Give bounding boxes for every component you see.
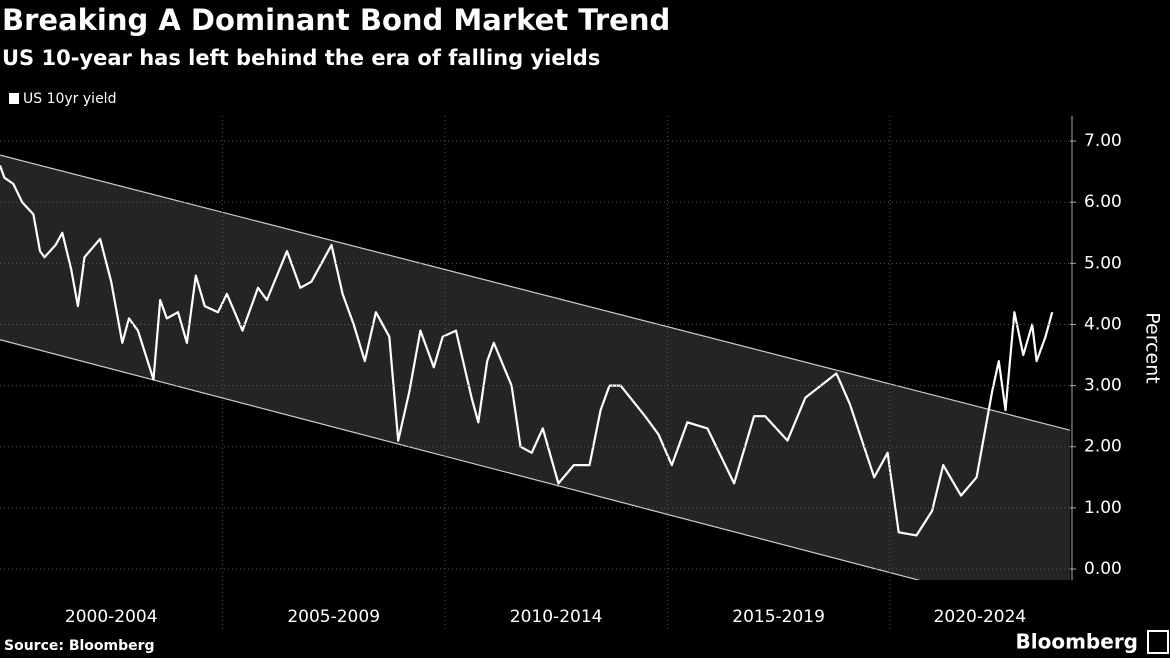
trend-line <box>0 154 1070 431</box>
trend-line <box>0 339 921 580</box>
y-tick-label: 1.00 <box>1084 498 1122 518</box>
legend-label: US 10yr yield <box>23 91 116 107</box>
chart-title: Breaking A Dominant Bond Market Trend <box>2 3 670 37</box>
brand: Bloomberg <box>1016 630 1138 654</box>
series-line <box>0 165 1054 537</box>
x-tick-label: 2015-2019 <box>732 607 825 627</box>
channel <box>0 155 1070 580</box>
y-tick-label: 4.00 <box>1084 314 1122 334</box>
y-tick-label: 7.00 <box>1084 131 1122 151</box>
plot-area <box>0 154 1070 580</box>
x-tick-label: 2020-2024 <box>934 607 1027 627</box>
x-tick-label: 2010-2014 <box>510 607 603 627</box>
y-tick-label: 6.00 <box>1084 192 1122 212</box>
y-tick-label: 3.00 <box>1084 376 1122 396</box>
x-tick-label: 2005-2009 <box>287 607 380 627</box>
source: Source: Bloomberg <box>4 638 155 654</box>
legend-swatch <box>9 93 19 104</box>
y-tick-label: 2.00 <box>1084 437 1122 457</box>
y-tick-label: 0.00 <box>1084 559 1122 579</box>
x-tick-label: 2000-2004 <box>65 607 158 627</box>
chart-subtitle: US 10-year has left behind the era of fa… <box>2 46 600 70</box>
y-axis-label: Percent <box>1142 312 1164 384</box>
brand-icon <box>1147 630 1169 654</box>
y-tick-label: 5.00 <box>1084 253 1122 273</box>
